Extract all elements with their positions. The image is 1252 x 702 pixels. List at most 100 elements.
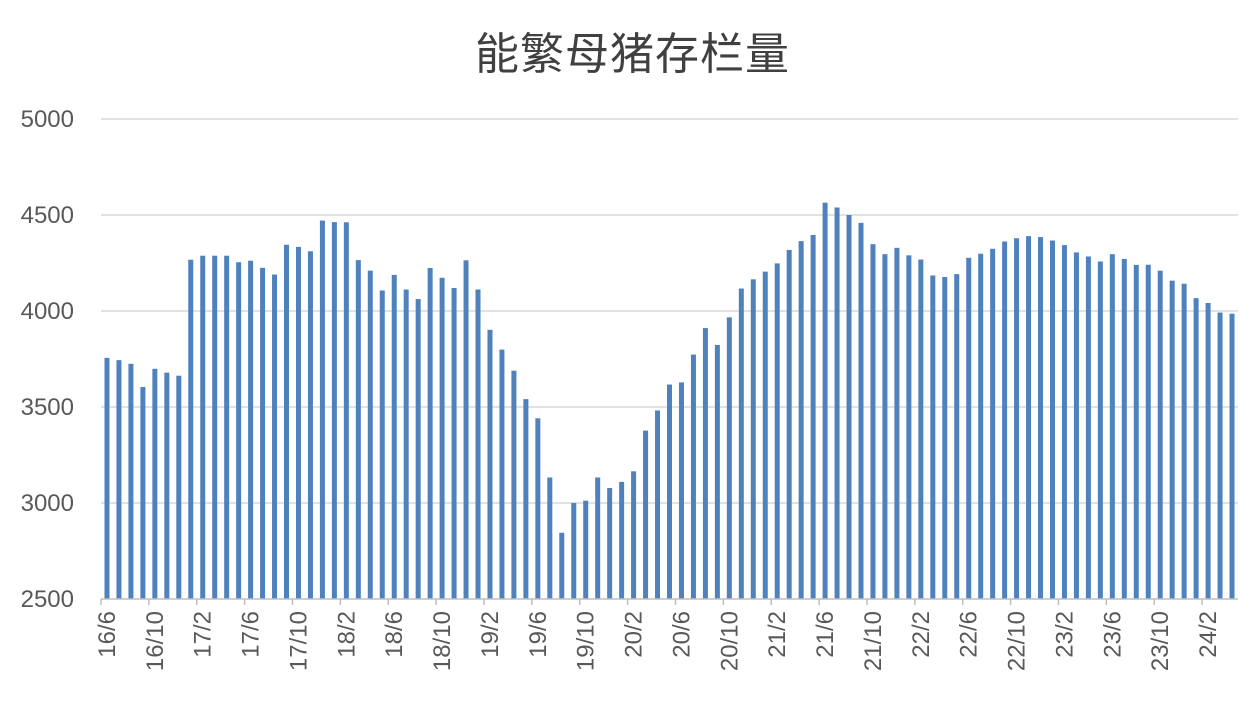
x-tick-label: 17/10 xyxy=(285,611,312,671)
chart-title: 能繁母猪存栏量 xyxy=(475,29,790,80)
x-tick-label: 19/6 xyxy=(525,611,552,658)
bar-22-3 xyxy=(930,275,936,599)
bar-19-4 xyxy=(511,370,517,599)
x-tick-label: 18/2 xyxy=(333,611,360,658)
bar-20-9 xyxy=(714,344,720,599)
bar-23-8 xyxy=(1133,264,1139,599)
bar-16-12 xyxy=(176,375,182,599)
x-tick-label: 21/2 xyxy=(764,611,791,658)
x-tick-label: 20/10 xyxy=(716,611,743,671)
bar-17-9 xyxy=(284,244,290,599)
x-tick-label: 22/6 xyxy=(956,611,983,658)
bar-18-8 xyxy=(415,299,421,599)
bar-22-11 xyxy=(1026,236,1032,599)
bar-19-7 xyxy=(547,477,553,599)
bar-18-3 xyxy=(355,260,361,599)
bar-22-8 xyxy=(990,248,996,600)
bar-17-12 xyxy=(319,220,325,599)
bar-22-1 xyxy=(906,255,912,599)
bar-18-11 xyxy=(451,287,457,599)
bar-23-12 xyxy=(1181,283,1187,599)
bar-19-12 xyxy=(607,488,613,599)
bar-18-5 xyxy=(379,290,385,599)
x-tick-label: 21/6 xyxy=(812,611,839,658)
bar-22-9 xyxy=(1002,241,1008,599)
x-tick-label: 16/6 xyxy=(94,611,121,658)
y-tick-label: 2500 xyxy=(21,586,74,613)
y-tick-label: 5000 xyxy=(21,106,74,133)
bar-20-7 xyxy=(690,354,696,599)
bar-16-9 xyxy=(140,387,146,599)
bar-18-2 xyxy=(343,222,349,600)
bar-21-3 xyxy=(786,249,792,599)
bar-17-11 xyxy=(307,251,313,600)
x-tick-label: 16/10 xyxy=(142,611,169,671)
bar-23-10 xyxy=(1157,270,1163,599)
bar-21-11 xyxy=(882,254,888,600)
x-tick-label: 21/10 xyxy=(860,611,887,671)
bar-20-4 xyxy=(655,410,661,599)
bar-20-12 xyxy=(750,279,756,599)
x-tick-label: 20/6 xyxy=(668,611,695,658)
bar-20-11 xyxy=(738,288,744,599)
bar-17-1 xyxy=(188,259,194,599)
bar-21-7 xyxy=(834,207,840,599)
bar-23-2 xyxy=(1061,245,1067,599)
bar-23-9 xyxy=(1145,264,1151,599)
bar-21-6 xyxy=(822,202,828,599)
y-tick-label: 4500 xyxy=(21,202,74,229)
x-tick-label: 23/10 xyxy=(1147,611,1174,671)
y-tick-label: 3500 xyxy=(21,394,74,421)
x-tick-label: 17/6 xyxy=(238,611,265,658)
bar-16-11 xyxy=(164,372,170,599)
bar-22-4 xyxy=(942,277,948,599)
bar-23-5 xyxy=(1097,261,1103,599)
bar-23-4 xyxy=(1085,256,1091,599)
bar-18-6 xyxy=(391,274,397,599)
bar-18-12 xyxy=(463,260,469,599)
bar-17-5 xyxy=(236,262,242,599)
bar-17-7 xyxy=(260,267,266,599)
bar-19-5 xyxy=(523,399,529,599)
y-tick-label: 3000 xyxy=(21,490,74,517)
bar-24-4 xyxy=(1229,313,1235,599)
x-tick-label: 17/2 xyxy=(190,611,217,658)
bar-16-7 xyxy=(116,360,122,599)
bar-17-2 xyxy=(200,255,206,599)
bar-16-10 xyxy=(152,368,158,599)
bar-21-4 xyxy=(798,241,804,600)
y-tick-label: 4000 xyxy=(21,298,74,325)
bar-21-8 xyxy=(846,215,852,599)
bar-22-2 xyxy=(918,259,924,599)
x-tick-label: 19/10 xyxy=(573,611,600,671)
bar-19-11 xyxy=(595,477,601,599)
bar-23-6 xyxy=(1109,254,1115,600)
bar-18-9 xyxy=(427,267,433,599)
bar-23-11 xyxy=(1169,280,1175,599)
bar-23-1 xyxy=(1049,240,1055,600)
bar-20-1 xyxy=(619,481,625,599)
bar-18-7 xyxy=(403,289,409,599)
bar-18-1 xyxy=(331,222,337,599)
bar-20-6 xyxy=(678,382,684,599)
x-tick-label: 23/2 xyxy=(1051,611,1078,658)
bar-19-3 xyxy=(499,349,505,599)
bar-20-5 xyxy=(667,384,672,599)
x-tick-label: 18/10 xyxy=(429,611,456,671)
bar-19-10 xyxy=(583,500,589,599)
bar-17-10 xyxy=(295,246,301,599)
x-tick-label: 23/6 xyxy=(1099,611,1126,658)
bar-19-6 xyxy=(535,418,541,599)
bar-21-1 xyxy=(762,271,768,599)
bar-22-5 xyxy=(954,274,960,599)
bar-23-3 xyxy=(1073,252,1079,599)
bar-19-2 xyxy=(487,329,493,599)
x-tick-label: 24/2 xyxy=(1195,611,1222,658)
bar-18-10 xyxy=(439,277,445,599)
bar-24-1 xyxy=(1193,298,1199,599)
bar-21-5 xyxy=(810,234,816,599)
bar-22-10 xyxy=(1014,238,1020,600)
bar-16-8 xyxy=(128,363,134,599)
